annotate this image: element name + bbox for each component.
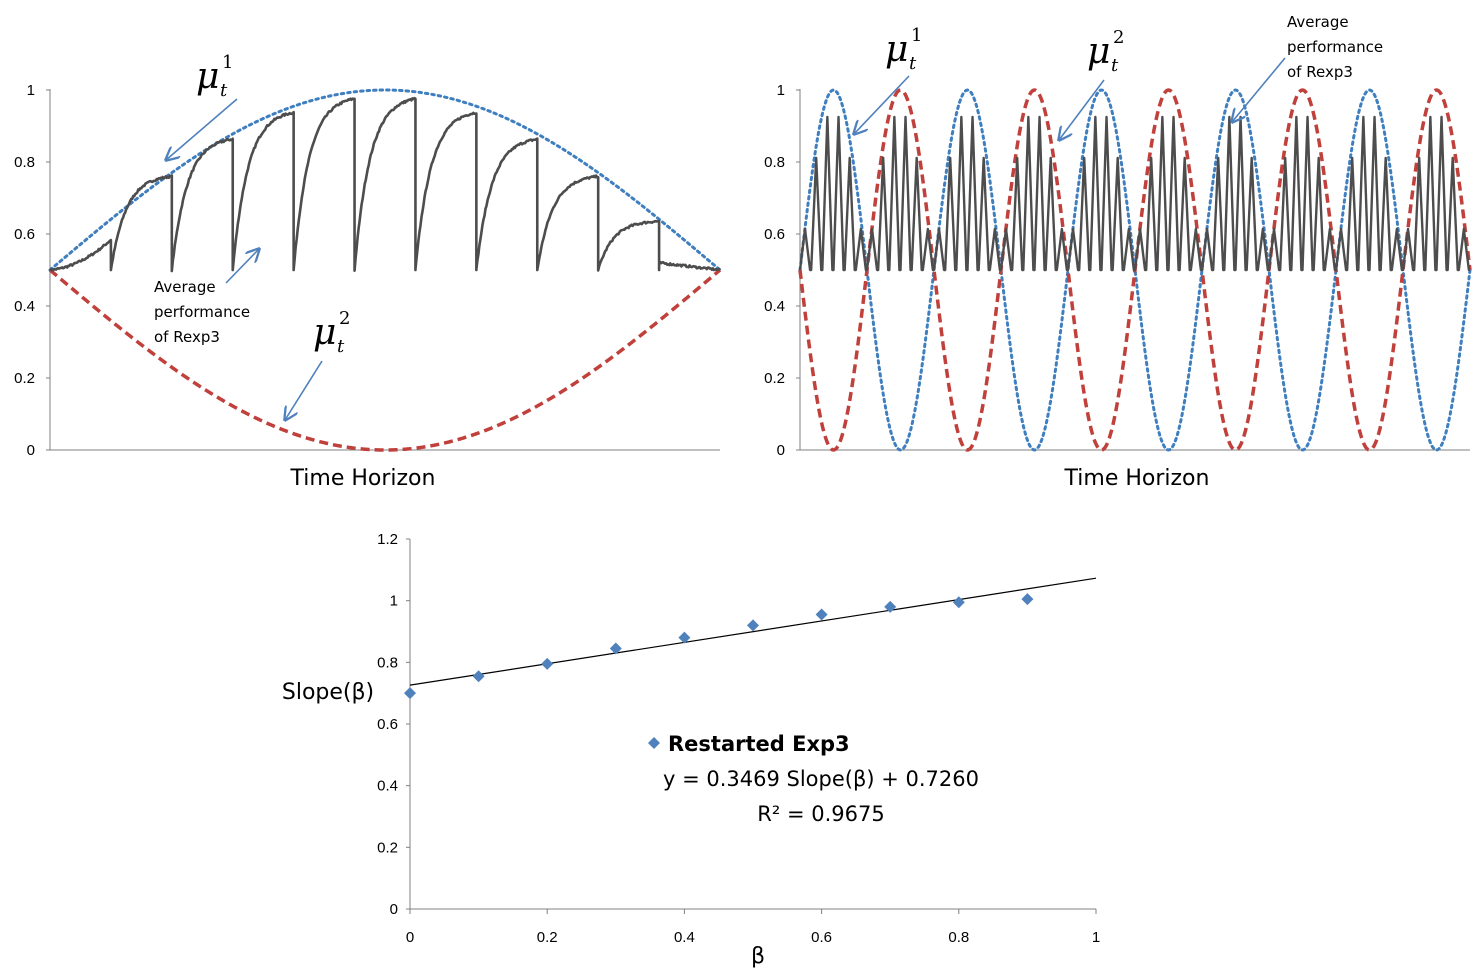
- y-tick-label: 0.8: [14, 154, 35, 171]
- y-tick-label: 0.6: [377, 716, 398, 733]
- annotation-line: Average: [1287, 13, 1349, 31]
- annotation-symbol: μ: [1087, 31, 1110, 72]
- rexp3-series-line: [48, 96, 722, 273]
- y-tick-label: 0.4: [377, 778, 398, 795]
- y-tick-label: 0: [27, 442, 35, 459]
- y-tick-label: 0.8: [377, 654, 398, 671]
- annotation-superscript: 2: [1113, 27, 1124, 48]
- x-axis-title: Time Horizon: [290, 466, 436, 491]
- x-axis-title: β: [751, 944, 765, 969]
- y-tick-label: 1.2: [377, 531, 398, 548]
- y-tick-label: 0.6: [14, 226, 35, 243]
- y-tick-label: 0.8: [764, 154, 785, 171]
- arrow-icon: [285, 360, 323, 420]
- annotation-line: performance: [1287, 38, 1383, 56]
- y-tick-label: 0.2: [14, 370, 35, 387]
- y-tick-label: 0: [777, 442, 785, 459]
- trendline: [409, 577, 1097, 686]
- y-axis-title: Slope(β): [282, 680, 374, 705]
- annotation-superscript: 1: [222, 52, 233, 73]
- arrow-icon: [225, 249, 259, 284]
- annotation-line: of Rexp3: [1287, 63, 1353, 81]
- annotation-subscript: t: [1111, 55, 1119, 76]
- annotation-line: of Rexp3: [154, 328, 220, 346]
- annotation-mu2: μ t 2: [285, 308, 350, 420]
- arrow-icon: [854, 75, 910, 134]
- mu1-series-line: [48, 88, 722, 272]
- annotation-superscript: 1: [911, 25, 922, 46]
- y-tick-label: 1: [777, 82, 785, 99]
- arrow-icon: [166, 98, 238, 160]
- scatter-point: [472, 670, 485, 683]
- x-tick-label: 0.2: [537, 929, 558, 946]
- annotation-symbol: μ: [885, 29, 908, 70]
- annotation-subscript: t: [220, 80, 228, 101]
- y-tick-label: 1: [390, 593, 398, 610]
- x-tick-label: 0.6: [811, 929, 832, 946]
- annotation-subscript: t: [909, 53, 917, 74]
- arrow-icon: [1232, 57, 1286, 122]
- scatter-point: [404, 687, 416, 700]
- scatter-point: [541, 657, 554, 670]
- annotation-symbol: μ: [196, 56, 219, 97]
- scatter-point: [678, 631, 691, 644]
- y-tick-label: 0.2: [764, 370, 785, 387]
- y-tick-label: 0: [390, 901, 398, 918]
- annotation-superscript: 2: [339, 308, 350, 329]
- y-tick-label: 1: [27, 82, 35, 99]
- annotation-line: performance: [154, 303, 250, 321]
- annotation-symbol: μ: [313, 312, 336, 353]
- y-tick-label: 0.4: [764, 298, 785, 315]
- mu2-series-line: [48, 268, 722, 452]
- x-tick-label: 0.4: [674, 929, 695, 946]
- annotation-average-performance: Average performance of Rexp3: [1232, 13, 1383, 122]
- chart-top-left: 00.20.40.60.81 Time Horizon μ t 1 μ t 2 …: [14, 52, 722, 491]
- scatter-point: [815, 608, 828, 621]
- legend-label: Restarted Exp3: [668, 732, 850, 756]
- legend: Restarted Exp3 y = 0.3469 Slope(β) + 0.7…: [648, 732, 979, 826]
- annotation-mu1: μ t 1: [854, 25, 922, 134]
- scatter-point: [884, 600, 897, 613]
- annotation-average-performance: Average performance of Rexp3: [154, 249, 259, 346]
- scatter-point: [609, 642, 622, 655]
- y-tick-label: 0.6: [764, 226, 785, 243]
- scatter-point: [747, 619, 759, 632]
- chart-top-right: 00.20.40.60.81 Time Horizon μ t 1 μ t 2 …: [764, 13, 1472, 491]
- annotation-mu2: μ t 2: [1059, 27, 1124, 140]
- y-tick-label: 0.4: [14, 298, 35, 315]
- arrow-icon: [1059, 79, 1105, 140]
- legend-diamond-marker: [648, 737, 660, 749]
- x-axis-title: Time Horizon: [1064, 466, 1210, 491]
- legend-r-squared: R² = 0.9675: [757, 802, 884, 826]
- scatter-point: [952, 596, 965, 609]
- annotation-mu1: μ t 1: [166, 52, 238, 160]
- x-tick-label: 0: [406, 929, 414, 946]
- rexp3-series-line: [798, 115, 1471, 272]
- scatter-point: [1021, 593, 1034, 606]
- x-tick-label: 0.8: [948, 929, 969, 946]
- y-tick-label: 0.2: [377, 839, 398, 856]
- legend-equation: y = 0.3469 Slope(β) + 0.7260: [663, 767, 979, 791]
- annotation-line: Average: [154, 278, 216, 296]
- x-tick-label: 1: [1092, 929, 1100, 946]
- annotation-subscript: t: [337, 336, 345, 357]
- chart-bottom-scatter: 0 0.2 0.4 0.6 0.8 1 1.2 0 0.2 0.4 0.6 0.8 1 β Slope…: [282, 531, 1100, 969]
